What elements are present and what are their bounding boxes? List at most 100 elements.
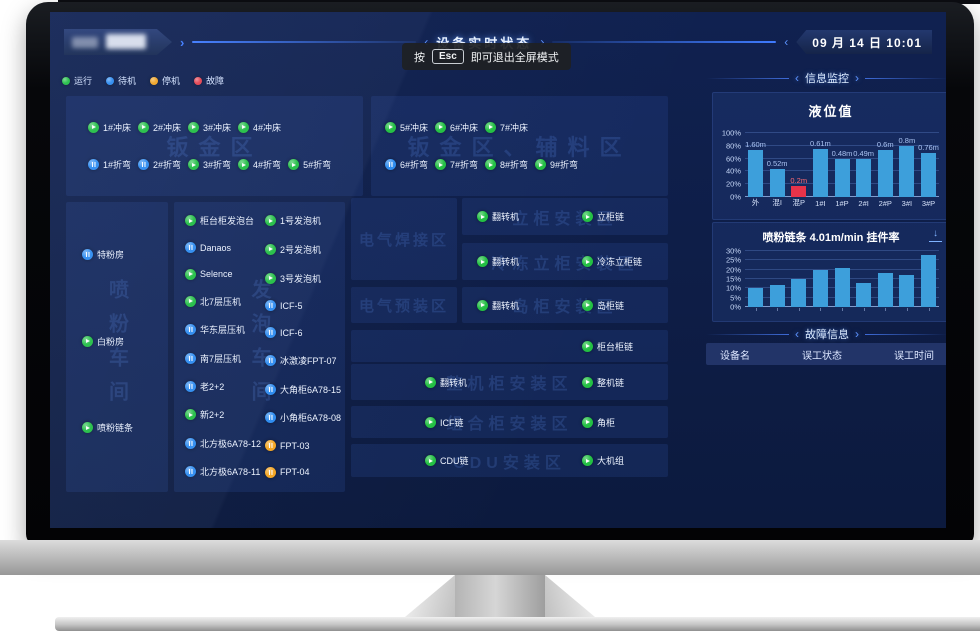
machine-label: ICF链 xyxy=(440,417,464,428)
title-next-icon[interactable]: › xyxy=(540,35,545,49)
y-tick-label: 0% xyxy=(730,192,741,202)
x-tick-label: 2#P xyxy=(878,199,892,208)
status-dot-icon xyxy=(238,121,250,133)
machine-label: 翻转机 xyxy=(492,257,520,267)
machine-item: FPT-03 xyxy=(265,440,341,452)
machine-item: 7#冲床 xyxy=(485,121,528,134)
toast-prefix: 按 xyxy=(414,51,425,64)
fault-table-header: 设备名 误工状态 误工时间 xyxy=(706,343,946,365)
status-dot-icon xyxy=(385,159,396,171)
bar-group xyxy=(921,251,936,311)
bar-group xyxy=(769,251,785,311)
machine-label: 南7层压机 xyxy=(200,353,242,364)
section-prev-icon[interactable]: ‹ xyxy=(795,327,799,341)
machine-label: 1#冲床 xyxy=(103,122,132,133)
machine-item: 翻转机 xyxy=(477,210,519,223)
status-glyph xyxy=(586,380,590,384)
machine-slot: 岛柜链 xyxy=(582,287,624,323)
bar xyxy=(921,254,936,307)
status-dot-icon xyxy=(138,159,150,171)
bar xyxy=(812,149,828,197)
machine-item: 8#折弯 xyxy=(485,158,528,171)
x-tick xyxy=(928,308,930,311)
status-dot-icon xyxy=(185,409,196,421)
y-tick-label: 100% xyxy=(721,128,741,138)
section-line xyxy=(865,77,946,79)
section-next-icon[interactable]: › xyxy=(855,71,859,85)
x-tick xyxy=(906,308,908,311)
status-dot-icon xyxy=(185,465,196,477)
status-glyph xyxy=(481,303,485,307)
bar-value-label: 0.8m xyxy=(898,136,916,146)
chart-title: 喷粉链条 4.01m/min 挂件率 xyxy=(762,232,900,244)
bar xyxy=(748,150,763,197)
status-glyph xyxy=(268,357,271,363)
x-tick xyxy=(863,308,865,311)
bar-group xyxy=(748,251,763,311)
bars xyxy=(745,251,939,311)
machine-slot: 大机组 xyxy=(582,444,624,477)
section-next-icon[interactable]: › xyxy=(855,327,859,341)
status-dot-icon xyxy=(265,412,276,424)
status-dot-icon xyxy=(88,159,99,171)
section-header-info-monitor: ‹ 信息监控 › xyxy=(706,70,946,86)
x-tick xyxy=(842,308,843,311)
section-prev-icon[interactable]: ‹ xyxy=(795,71,799,85)
status-dot-icon xyxy=(485,121,497,133)
machine-label: 柜台柜链 xyxy=(597,341,634,352)
machine-item: 立柜链 xyxy=(582,210,624,223)
machine-item: 大角柜6A78-15 xyxy=(265,383,341,396)
x-tick xyxy=(820,308,822,311)
machine-label: 运行 xyxy=(74,76,93,86)
machine-item: 柜台柜链 xyxy=(582,340,633,353)
stand-wing-right xyxy=(545,575,595,617)
download-icon[interactable]: ↓ xyxy=(929,229,942,242)
machine-label: 岛柜链 xyxy=(597,300,625,311)
y-tick-label: 60% xyxy=(725,154,741,164)
status-dot-icon xyxy=(477,211,488,222)
title-prev-icon[interactable]: ‹ xyxy=(424,35,429,49)
machine-item: 新2+2 xyxy=(185,408,261,421)
status-glyph xyxy=(292,162,297,167)
x-tick-label: 2#I xyxy=(858,199,869,208)
machine-label: 白粉房 xyxy=(97,336,125,347)
bar xyxy=(791,186,807,197)
zone-sheet-metal-aux: 钣金区、辅料区 5#冲床 6#冲床 7#冲床 6#折弯 7#折弯 8#折弯 9#… xyxy=(371,96,668,196)
gridline xyxy=(745,250,939,251)
section-line xyxy=(865,333,946,335)
machine-item: 冰激凌FPT-07 xyxy=(265,354,341,367)
machine-label: 大机组 xyxy=(597,456,625,466)
x-tick-label: 混I xyxy=(772,198,782,207)
zone-combo-cabinet-install: 组合柜安装区 ICF链 角柜 xyxy=(351,406,668,438)
zone-whole-unit-install: 整机柜安装区 翻转机 整机链 xyxy=(351,364,668,400)
status-glyph xyxy=(268,303,271,309)
bar-group: 1.60m 外 xyxy=(745,133,766,207)
status-dot-icon xyxy=(106,76,115,85)
status-dot-icon xyxy=(582,416,593,428)
status-glyph xyxy=(188,468,191,474)
status-glyph xyxy=(242,125,247,130)
bar-value-label: 1.60m xyxy=(745,140,766,150)
status-dot-icon xyxy=(194,76,203,85)
zone-watermark: 组合柜安装区 xyxy=(446,416,573,433)
status-dot-icon xyxy=(82,422,93,433)
machine-item: 白粉房 xyxy=(82,335,133,348)
status-legend: 运行 待机 停机 故障 xyxy=(62,74,224,87)
machine-item: 待机 xyxy=(106,74,136,87)
status-dot-icon xyxy=(185,242,196,254)
machine-label: FPT-03 xyxy=(280,440,310,451)
status-glyph xyxy=(189,299,193,304)
bar-group xyxy=(856,251,872,311)
status-dot-icon xyxy=(185,215,196,226)
bar-group xyxy=(899,251,915,311)
y-tick-label: 40% xyxy=(725,166,741,176)
bar-group: 0.61m 1#I xyxy=(810,133,831,208)
status-glyph xyxy=(189,412,193,417)
machine-item: Selence xyxy=(185,268,261,280)
machine-item: ICF-5 xyxy=(265,300,341,312)
machine-item: CDU链 xyxy=(425,454,469,467)
machine-label: 冰激凌FPT-07 xyxy=(280,355,337,366)
status-glyph xyxy=(85,252,88,257)
machine-slot: 角柜 xyxy=(582,406,615,438)
machine-label: Selence xyxy=(200,269,233,280)
